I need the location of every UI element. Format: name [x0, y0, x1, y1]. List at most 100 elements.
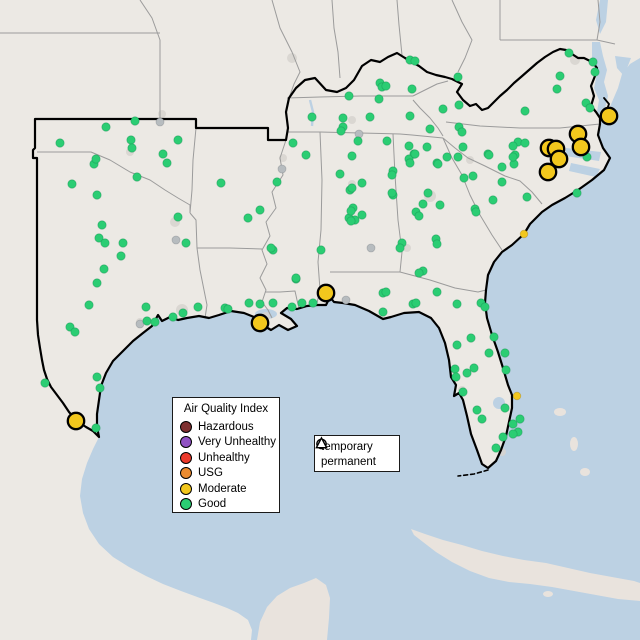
station-marker-good[interactable]	[308, 298, 318, 308]
station-marker-good[interactable]	[423, 188, 433, 198]
station-marker-good[interactable]	[173, 212, 183, 222]
station-marker-good[interactable]	[457, 127, 467, 137]
station-marker-good[interactable]	[84, 300, 94, 310]
station-marker-good[interactable]	[70, 327, 80, 337]
station-marker-good[interactable]	[520, 138, 530, 148]
station-marker-good[interactable]	[338, 113, 348, 123]
station-marker-good[interactable]	[501, 365, 511, 375]
station-marker-good[interactable]	[336, 126, 346, 136]
station-marker-good[interactable]	[466, 333, 476, 343]
station-marker-good[interactable]	[585, 103, 595, 113]
station-marker-moderate[interactable]	[519, 229, 529, 239]
station-marker-good[interactable]	[92, 278, 102, 288]
station-marker-good[interactable]	[588, 57, 598, 67]
station-marker-good[interactable]	[142, 316, 152, 326]
station-marker-good[interactable]	[357, 178, 367, 188]
station-marker-good[interactable]	[395, 243, 405, 253]
station-marker-good[interactable]	[433, 159, 443, 169]
station-marker-inactive[interactable]	[341, 295, 351, 305]
station-marker-good[interactable]	[414, 268, 424, 278]
station-marker-good[interactable]	[410, 149, 420, 159]
station-marker-good[interactable]	[126, 135, 136, 145]
station-marker-good[interactable]	[353, 136, 363, 146]
station-marker-good[interactable]	[491, 443, 501, 453]
station-marker-good[interactable]	[91, 423, 101, 433]
station-marker-good[interactable]	[168, 312, 178, 322]
station-marker-good[interactable]	[118, 238, 128, 248]
station-marker-good[interactable]	[468, 171, 478, 181]
station-marker-good[interactable]	[432, 287, 442, 297]
station-marker-moderate-large[interactable]	[250, 313, 270, 333]
station-marker-good[interactable]	[382, 136, 392, 146]
station-marker-good[interactable]	[95, 383, 105, 393]
station-marker-good[interactable]	[458, 387, 468, 397]
station-marker-good[interactable]	[432, 239, 442, 249]
station-marker-good[interactable]	[418, 199, 428, 209]
station-marker-good[interactable]	[422, 142, 432, 152]
station-marker-good[interactable]	[452, 340, 462, 350]
station-marker-good[interactable]	[316, 245, 326, 255]
station-marker-good[interactable]	[555, 71, 565, 81]
station-marker-good[interactable]	[387, 170, 397, 180]
station-marker-good[interactable]	[500, 403, 510, 413]
station-marker-good[interactable]	[307, 112, 317, 122]
station-marker-good[interactable]	[301, 150, 311, 160]
station-marker-good[interactable]	[344, 91, 354, 101]
station-marker-good[interactable]	[116, 251, 126, 261]
station-marker-moderate-large[interactable]	[316, 283, 336, 303]
station-marker-good[interactable]	[520, 106, 530, 116]
station-marker-good[interactable]	[272, 177, 282, 187]
station-marker-good[interactable]	[297, 298, 307, 308]
station-marker-good[interactable]	[515, 414, 525, 424]
station-marker-good[interactable]	[489, 332, 499, 342]
station-marker-inactive[interactable]	[155, 117, 165, 127]
station-marker-good[interactable]	[346, 216, 356, 226]
station-marker-good[interactable]	[40, 378, 50, 388]
station-marker-inactive[interactable]	[171, 235, 181, 245]
station-marker-good[interactable]	[91, 154, 101, 164]
station-marker-good[interactable]	[387, 188, 397, 198]
station-marker-good[interactable]	[378, 307, 388, 317]
station-marker-good[interactable]	[459, 173, 469, 183]
station-marker-good[interactable]	[127, 143, 137, 153]
station-marker-inactive[interactable]	[366, 243, 376, 253]
station-marker-good[interactable]	[335, 169, 345, 179]
station-marker-good[interactable]	[497, 177, 507, 187]
station-marker-good[interactable]	[181, 238, 191, 248]
station-marker-good[interactable]	[572, 188, 582, 198]
station-marker-good[interactable]	[130, 116, 140, 126]
station-marker-good[interactable]	[477, 414, 487, 424]
station-marker-moderate-large[interactable]	[599, 106, 619, 126]
station-marker-good[interactable]	[92, 190, 102, 200]
station-marker-good[interactable]	[141, 302, 151, 312]
station-marker-good[interactable]	[414, 211, 424, 221]
station-marker-moderate-large[interactable]	[549, 149, 569, 169]
station-marker-good[interactable]	[508, 141, 518, 151]
station-marker-good[interactable]	[462, 368, 472, 378]
station-marker-good[interactable]	[97, 220, 107, 230]
station-marker-good[interactable]	[243, 213, 253, 223]
station-marker-inactive[interactable]	[277, 164, 287, 174]
station-marker-good[interactable]	[268, 298, 278, 308]
station-marker-good[interactable]	[508, 429, 518, 439]
station-marker-good[interactable]	[100, 238, 110, 248]
station-marker-good[interactable]	[405, 158, 415, 168]
station-marker-good[interactable]	[173, 135, 183, 145]
station-marker-good[interactable]	[244, 298, 254, 308]
station-marker-good[interactable]	[405, 111, 415, 121]
station-marker-good[interactable]	[193, 302, 203, 312]
station-marker-good[interactable]	[488, 195, 498, 205]
station-marker-good[interactable]	[55, 138, 65, 148]
station-marker-good[interactable]	[438, 104, 448, 114]
station-marker-good[interactable]	[288, 138, 298, 148]
station-marker-good[interactable]	[500, 348, 510, 358]
station-marker-good[interactable]	[99, 264, 109, 274]
station-marker-good[interactable]	[223, 304, 233, 314]
station-marker-good[interactable]	[357, 210, 367, 220]
station-marker-good[interactable]	[347, 151, 357, 161]
station-marker-good[interactable]	[497, 162, 507, 172]
station-marker-good[interactable]	[150, 317, 160, 327]
station-marker-good[interactable]	[564, 48, 574, 58]
station-marker-good[interactable]	[346, 206, 356, 216]
